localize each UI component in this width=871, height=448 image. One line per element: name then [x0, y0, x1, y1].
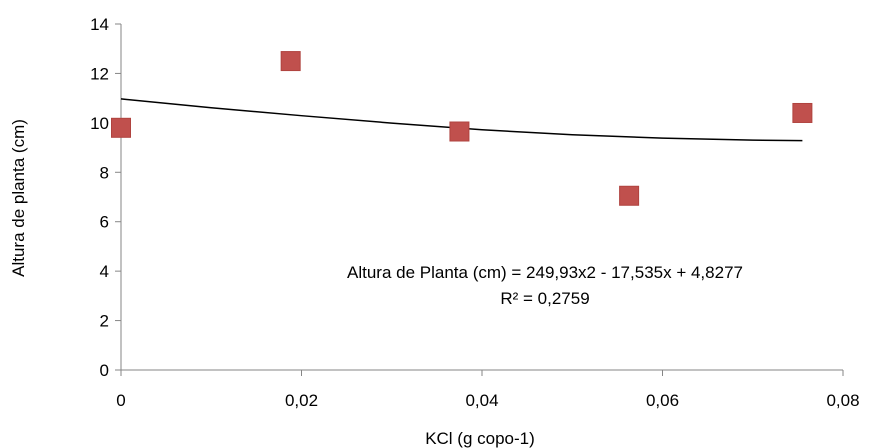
y-tick-label: 12 — [90, 64, 109, 83]
y-tick-label: 0 — [100, 361, 109, 380]
y-tick-label: 2 — [100, 312, 109, 331]
data-point — [111, 117, 131, 138]
x-axis: 0 0,02 0,04 0,06 0,08 — [116, 369, 860, 410]
trendline-r-squared: R² = 0,2759 — [500, 289, 589, 308]
y-tick-label: 4 — [100, 262, 109, 281]
data-point — [792, 102, 813, 123]
y-tick-label: 14 — [90, 15, 109, 34]
x-tick-label: 0,08 — [826, 391, 859, 410]
data-points — [111, 51, 813, 206]
y-tick-label: 10 — [90, 114, 109, 133]
x-tick-label: 0,04 — [465, 391, 498, 410]
y-axis-title: Altura de planta (cm) — [9, 119, 28, 277]
x-axis-title: KCl (g copo-1) — [425, 429, 535, 448]
x-tick-label: 0,06 — [646, 391, 679, 410]
y-axis: 0 2 4 6 8 10 12 14 — [90, 15, 122, 380]
trendline — [120, 98, 803, 142]
trendline-curve — [120, 98, 803, 142]
x-tick-label: 0,02 — [285, 391, 318, 410]
data-point — [619, 185, 640, 206]
x-tick-label: 0 — [116, 391, 125, 410]
data-point — [280, 51, 301, 72]
y-tick-label: 6 — [100, 213, 109, 232]
data-point — [449, 121, 470, 142]
trendline-equation: Altura de Planta (cm) = 249,93x2 - 17,53… — [347, 263, 743, 282]
y-tick-label: 8 — [100, 163, 109, 182]
